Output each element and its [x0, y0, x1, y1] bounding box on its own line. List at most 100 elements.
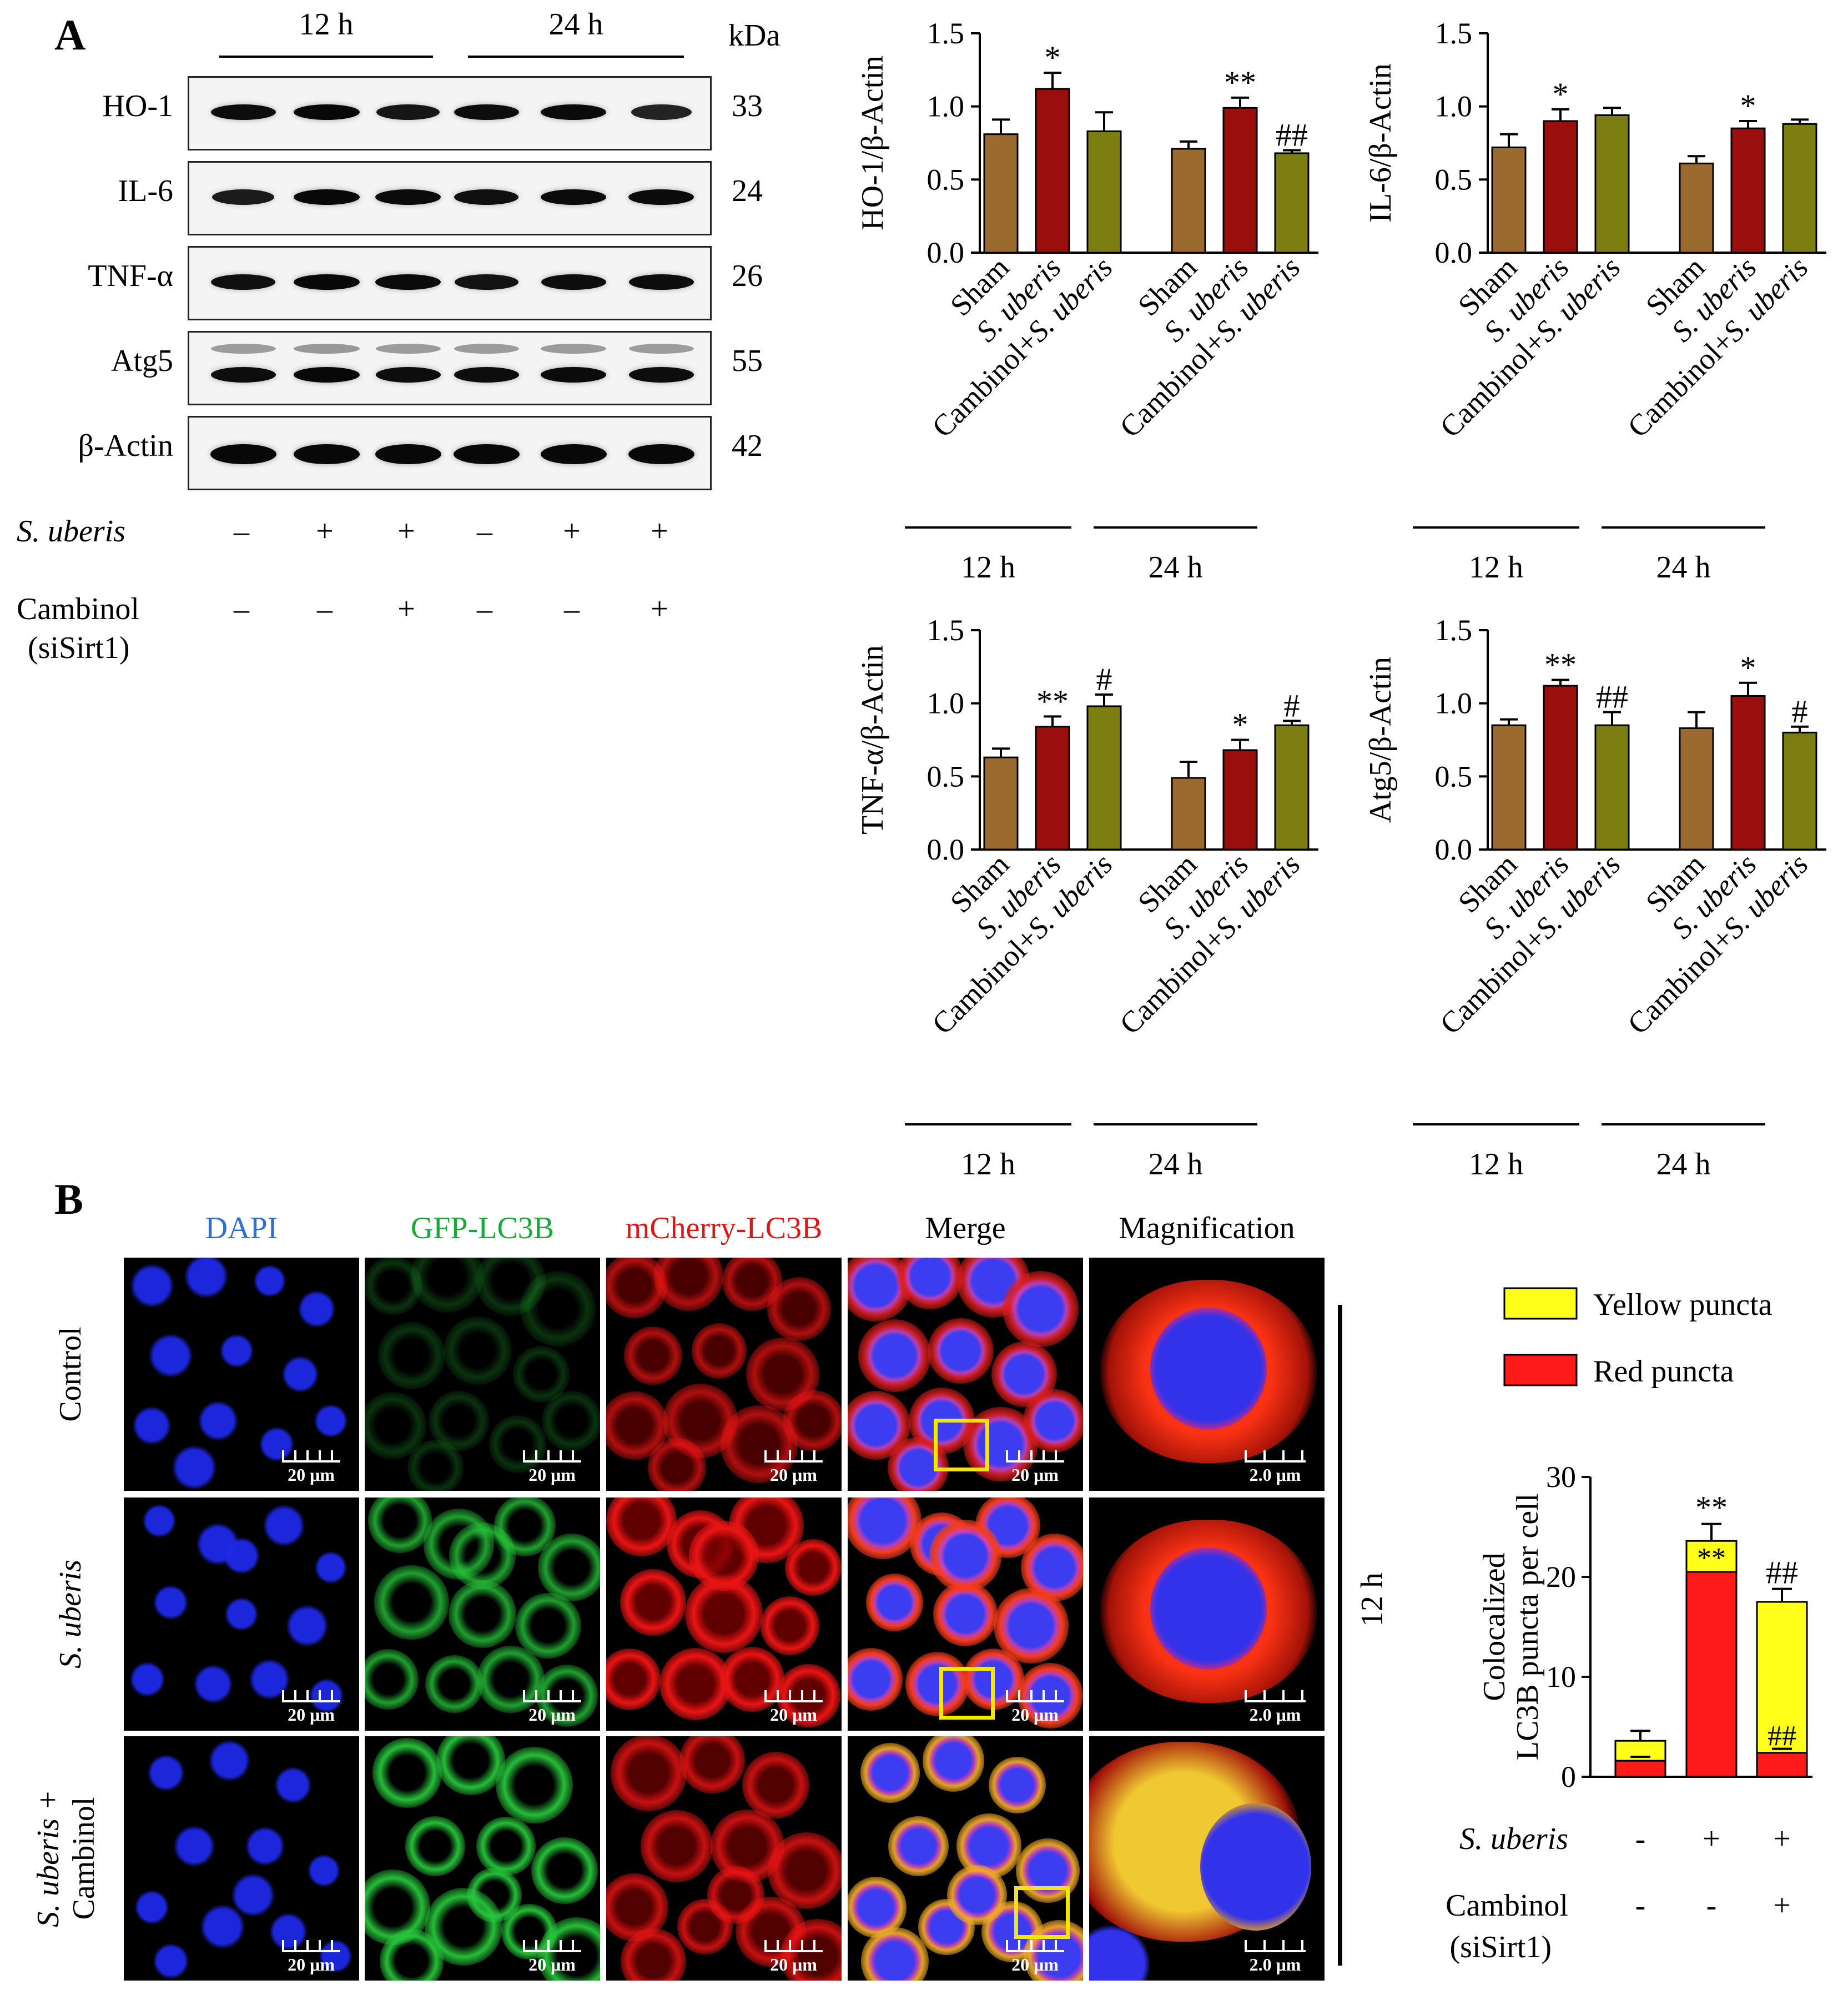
cell	[220, 1334, 254, 1368]
cell	[130, 1264, 174, 1308]
scale-bar: 20 μm	[523, 1450, 581, 1485]
cell	[231, 1873, 275, 1917]
treatment-sign: –	[234, 592, 249, 626]
cell	[1023, 1389, 1083, 1453]
treatment-sign: +	[316, 514, 334, 549]
cell	[476, 1816, 536, 1876]
group-label: 12 h	[961, 1147, 1015, 1182]
scale-bar-label: 20 μm	[770, 1705, 817, 1725]
treatment-sign: –	[477, 514, 492, 549]
scale-bar: 20 μm	[764, 1940, 823, 1975]
blot-kda-value: 55	[732, 344, 763, 378]
scale-bar-label: 20 μm	[528, 1954, 576, 1974]
scale-bar: 20 μm	[282, 1690, 340, 1725]
blot-protein-label: IL-6	[118, 174, 173, 208]
micrograph-dapi: 20 μm	[124, 1736, 359, 1981]
bar	[1594, 724, 1630, 851]
y-tick-label: 1.5	[927, 614, 965, 647]
cell	[135, 1890, 169, 1924]
cell	[133, 1406, 172, 1445]
y-tick-label: 1.0	[1435, 687, 1473, 720]
bar	[1782, 731, 1817, 851]
cell	[436, 1736, 505, 1795]
blot-protein-label: β-Actin	[78, 429, 173, 463]
cell	[410, 1258, 484, 1313]
blot-band	[454, 274, 518, 290]
blot-band	[293, 104, 360, 120]
cell	[225, 1597, 258, 1631]
treatment-sign: –	[477, 592, 492, 626]
cell	[449, 1580, 516, 1648]
cell	[659, 1647, 732, 1721]
column-header: Magnification	[1119, 1211, 1295, 1245]
bar	[1730, 127, 1766, 254]
scale-bar-label: 20 μm	[288, 1705, 335, 1725]
legend-swatch	[1503, 1287, 1578, 1320]
bar	[1274, 152, 1310, 254]
cell	[172, 1445, 216, 1490]
cell	[378, 1321, 446, 1389]
cell	[286, 1605, 329, 1647]
blot-kda-value: 26	[732, 259, 763, 293]
blot-band	[631, 104, 692, 120]
time-bracket-label: 12 h	[1355, 1572, 1389, 1627]
cell	[513, 1346, 570, 1403]
cell	[641, 1810, 713, 1882]
significance-mark: *	[1553, 76, 1569, 112]
blot-band	[293, 367, 360, 383]
blot-band	[376, 104, 440, 120]
significance-mark: *	[1740, 650, 1756, 686]
treatment-label: Cambinol	[17, 592, 139, 626]
significance-mark: *	[1740, 88, 1756, 124]
significance-mark: *	[1232, 707, 1248, 743]
blot-band	[628, 189, 694, 205]
bar	[1491, 724, 1527, 851]
significance-mark: #	[1284, 687, 1300, 723]
cell	[707, 1866, 764, 1924]
cell	[449, 1522, 516, 1590]
magnified-nucleus	[1150, 1308, 1267, 1430]
bar	[1171, 777, 1206, 851]
micrograph-gfp-lc3b: 20 μm	[365, 1736, 600, 1981]
blot-band	[541, 104, 606, 120]
cell	[888, 1816, 949, 1877]
treatment-sign: –	[317, 592, 333, 626]
blot-band	[375, 367, 441, 383]
scale-bar-label: 2.0 μm	[1249, 1465, 1301, 1485]
treatment-sign: +	[1703, 1822, 1720, 1856]
cell	[654, 1258, 723, 1311]
significance-mark: *	[1045, 39, 1061, 76]
y-tick-label: 0.5	[1435, 163, 1473, 196]
blot-band	[454, 367, 519, 383]
magnification-box	[934, 1419, 989, 1471]
blot-band	[210, 104, 276, 120]
group-label: 24 h	[1656, 550, 1711, 585]
cell	[194, 1665, 233, 1703]
blot-protein-label: TNF-α	[88, 259, 173, 293]
micrograph-merge: 20 μm	[848, 1736, 1083, 1981]
cell	[520, 1271, 596, 1347]
cell	[624, 1326, 683, 1385]
scale-bar: 20 μm	[1006, 1940, 1064, 1975]
scale-ruler	[1006, 1690, 1064, 1702]
bar	[1222, 749, 1258, 851]
y-tick-label: 1.5	[1435, 17, 1473, 50]
cell	[444, 1316, 512, 1385]
cell	[515, 1592, 581, 1659]
time-header-line	[468, 56, 684, 58]
group-label: 12 h	[1469, 1147, 1523, 1182]
blot-band	[210, 444, 276, 464]
significance-mark-inner: ##	[1768, 1720, 1796, 1752]
cell	[275, 1766, 312, 1804]
cell	[476, 1258, 546, 1316]
blot-kda-value: 42	[732, 429, 763, 463]
y-tick-label: 0.0	[1435, 833, 1473, 866]
blot-image	[188, 331, 712, 405]
scale-ruler	[764, 1940, 823, 1952]
scale-bar-label: 20 μm	[1011, 1705, 1059, 1725]
cell	[130, 1662, 165, 1697]
scale-bar-label: 20 μm	[528, 1465, 576, 1485]
